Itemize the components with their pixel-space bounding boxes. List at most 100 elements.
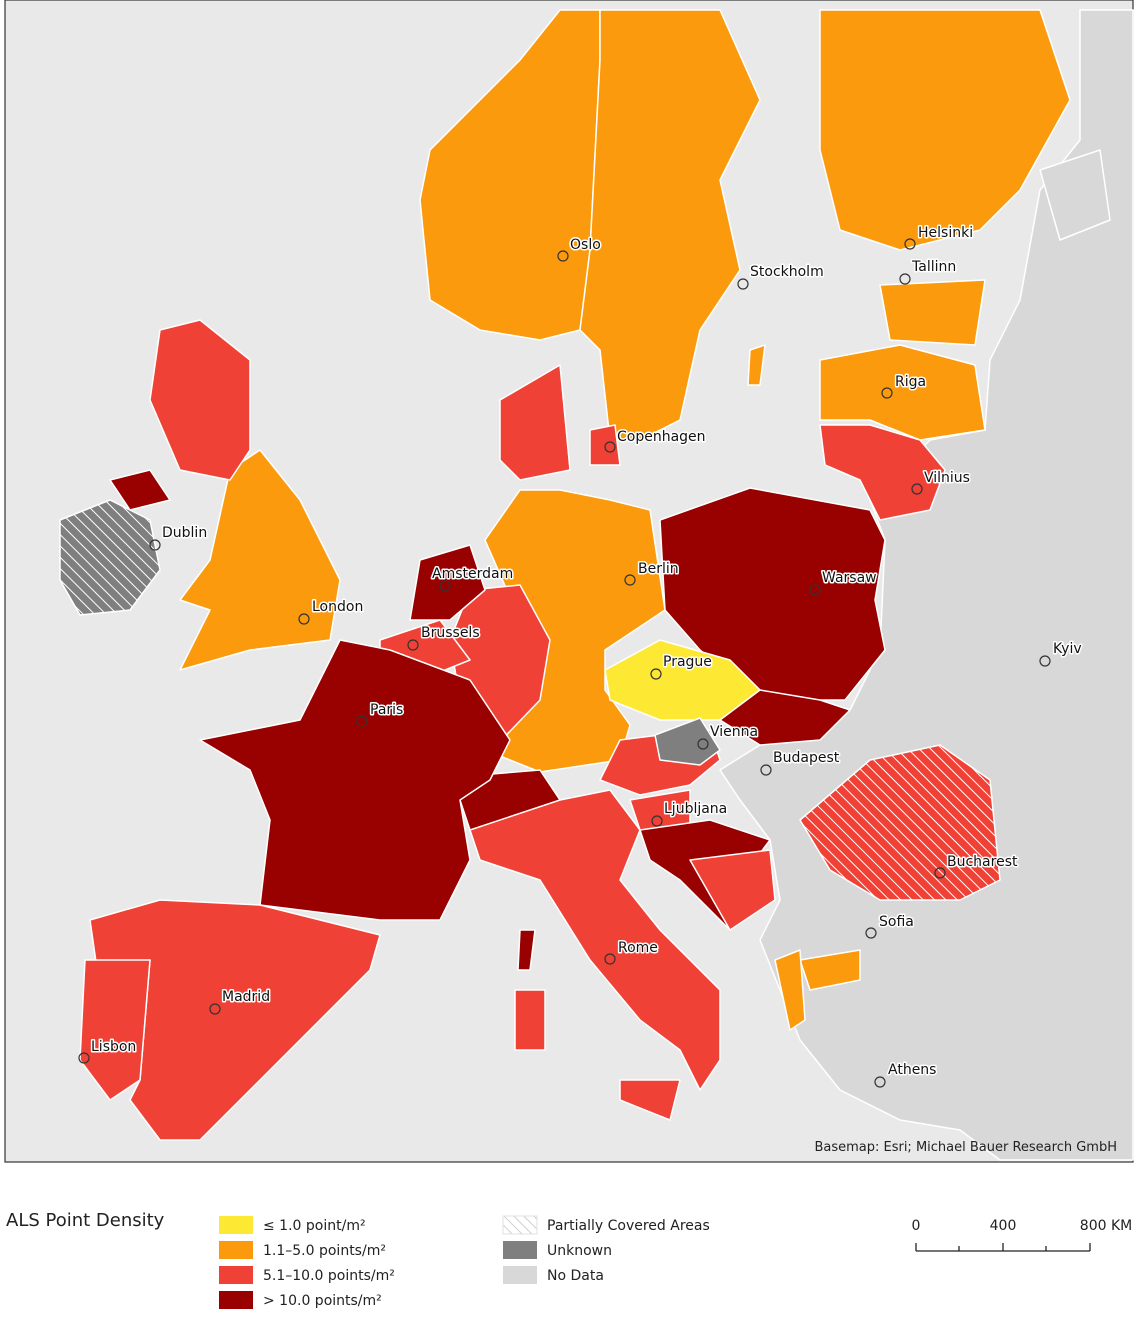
city-label: Stockholm bbox=[750, 264, 824, 280]
city-label: Helsinki bbox=[918, 225, 973, 241]
estonia bbox=[879, 279, 986, 346]
legend-swatch bbox=[219, 1266, 253, 1284]
city-marker bbox=[865, 927, 877, 939]
legend-label: 1.1–5.0 points/m² bbox=[263, 1243, 386, 1259]
legend-label: > 10.0 points/m² bbox=[263, 1293, 382, 1309]
netherlands bbox=[409, 544, 486, 621]
city-marker bbox=[899, 273, 911, 285]
scale-bar bbox=[915, 1243, 1091, 1252]
corsica bbox=[517, 929, 536, 971]
legend-swatch bbox=[503, 1266, 537, 1284]
city-marker bbox=[1039, 655, 1051, 667]
city-label: Kyiv bbox=[1053, 641, 1082, 657]
city-marker bbox=[911, 483, 923, 495]
albania bbox=[774, 949, 806, 1031]
city-label: Budapest bbox=[773, 750, 840, 766]
city-label: Brussels bbox=[421, 625, 480, 641]
legend-label: Partially Covered Areas bbox=[547, 1218, 710, 1234]
city-label: Dublin bbox=[162, 525, 207, 541]
city-label: Tallinn bbox=[911, 259, 956, 275]
legend-title: ALS Point Density bbox=[6, 1210, 165, 1231]
no-data-land bbox=[1039, 149, 1111, 241]
city-marker bbox=[439, 580, 451, 592]
north-macedonia bbox=[799, 949, 861, 991]
legend-label: No Data bbox=[547, 1268, 604, 1284]
city-label: Bucharest bbox=[947, 854, 1018, 870]
city-label: Amsterdam bbox=[432, 566, 513, 582]
city-marker bbox=[904, 238, 916, 250]
city-label: Rome bbox=[618, 940, 658, 956]
legend-swatch bbox=[502, 1215, 538, 1235]
france bbox=[199, 639, 511, 921]
city-label: Vienna bbox=[710, 724, 758, 740]
scotland bbox=[149, 319, 251, 481]
city-marker bbox=[624, 574, 636, 586]
italy bbox=[469, 789, 721, 1091]
city-marker bbox=[209, 1003, 221, 1015]
scale-label: 0 bbox=[912, 1218, 921, 1234]
legend-swatch bbox=[503, 1241, 537, 1259]
city-marker bbox=[737, 278, 749, 290]
city-marker bbox=[557, 250, 569, 262]
countries bbox=[59, 9, 1134, 1161]
legend-label: 5.1–10.0 points/m² bbox=[263, 1268, 395, 1284]
city-label: Riga bbox=[895, 374, 926, 390]
finland bbox=[819, 9, 1071, 251]
city-label: London bbox=[312, 599, 363, 615]
city-marker bbox=[604, 441, 616, 453]
ireland bbox=[59, 499, 161, 616]
city-marker bbox=[934, 867, 946, 879]
city-label: Vilnius bbox=[924, 470, 970, 486]
legend-swatch bbox=[219, 1216, 253, 1234]
city-label: Ljubljana bbox=[664, 801, 727, 817]
slovakia bbox=[719, 689, 851, 746]
bosnia bbox=[689, 849, 776, 931]
northern-ireland bbox=[109, 469, 171, 511]
city-marker bbox=[651, 815, 663, 827]
england-wales bbox=[179, 449, 341, 671]
city-marker bbox=[874, 1076, 886, 1088]
city-label: Prague bbox=[663, 654, 712, 670]
denmark bbox=[499, 364, 571, 481]
city-label: Madrid bbox=[222, 989, 270, 1005]
poland bbox=[659, 487, 886, 701]
latvia bbox=[819, 344, 986, 441]
city-label: Paris bbox=[370, 702, 403, 718]
austria-unknown bbox=[654, 717, 721, 766]
city-label: Sofia bbox=[879, 914, 914, 930]
legend: ALS Point Density ≤ 1.0 point/m² 1.1–5.0… bbox=[6, 1210, 710, 1309]
legend-label: ≤ 1.0 point/m² bbox=[263, 1218, 366, 1234]
city-label: Warsaw bbox=[822, 570, 877, 586]
legend-swatch bbox=[219, 1291, 253, 1309]
city-marker bbox=[881, 387, 893, 399]
no-data-land bbox=[719, 9, 1134, 1161]
city-marker bbox=[78, 1052, 90, 1064]
attribution: Basemap: Esri; Michael Bauer Research Gm… bbox=[814, 1140, 1117, 1155]
city-label: Oslo bbox=[570, 237, 601, 253]
sardinia bbox=[514, 989, 546, 1051]
scale-label: 800 KM bbox=[1080, 1218, 1132, 1234]
sicily bbox=[619, 1079, 681, 1121]
cities: Oslo Stockholm Helsinki Tallinn Riga Cop… bbox=[78, 224, 1083, 1088]
city-marker bbox=[298, 613, 310, 625]
city-marker bbox=[650, 668, 662, 680]
city-label: Berlin bbox=[638, 561, 679, 577]
legend-swatch bbox=[219, 1241, 253, 1259]
city-label: Lisbon bbox=[91, 1039, 136, 1055]
romania bbox=[799, 744, 1001, 901]
city-marker bbox=[149, 539, 161, 551]
city-marker bbox=[604, 953, 616, 965]
city-label: Copenhagen bbox=[617, 429, 706, 445]
city-marker bbox=[407, 639, 419, 651]
city-label: Athens bbox=[888, 1062, 936, 1078]
scale-label: 400 bbox=[990, 1218, 1017, 1234]
gotland bbox=[747, 344, 766, 386]
sweden bbox=[579, 9, 761, 441]
city-marker bbox=[760, 764, 772, 776]
city-marker bbox=[697, 738, 709, 750]
portugal bbox=[79, 959, 151, 1101]
lithuania bbox=[819, 424, 946, 521]
city-marker bbox=[809, 584, 821, 596]
